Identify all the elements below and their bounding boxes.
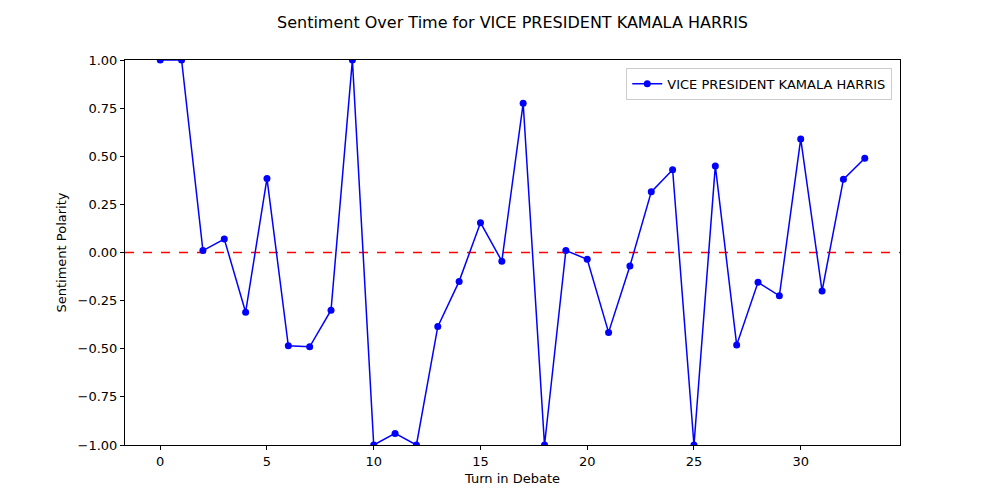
svg-text:Turn in Debate: Turn in Debate: [464, 471, 560, 486]
svg-text:1.00: 1.00: [88, 53, 117, 68]
svg-text:0.00: 0.00: [88, 245, 117, 260]
svg-text:15: 15: [472, 454, 489, 469]
svg-text:0.25: 0.25: [88, 197, 117, 212]
svg-text:30: 30: [792, 454, 809, 469]
svg-text:10: 10: [365, 454, 382, 469]
svg-text:Sentiment Over Time for VICE P: Sentiment Over Time for VICE PRESIDENT K…: [277, 13, 748, 32]
svg-text:−0.50: −0.50: [78, 341, 118, 356]
svg-text:5: 5: [263, 454, 271, 469]
svg-text:−0.25: −0.25: [78, 293, 118, 308]
svg-text:0.75: 0.75: [88, 101, 117, 116]
svg-text:25: 25: [686, 454, 703, 469]
svg-text:0.50: 0.50: [88, 149, 117, 164]
svg-text:Sentiment Polarity: Sentiment Polarity: [54, 192, 69, 312]
svg-text:VICE PRESIDENT KAMALA HARRIS: VICE PRESIDENT KAMALA HARRIS: [667, 77, 885, 92]
svg-text:20: 20: [579, 454, 596, 469]
svg-text:−0.75: −0.75: [78, 389, 118, 404]
svg-text:0: 0: [156, 454, 164, 469]
svg-text:−1.00: −1.00: [78, 438, 118, 453]
